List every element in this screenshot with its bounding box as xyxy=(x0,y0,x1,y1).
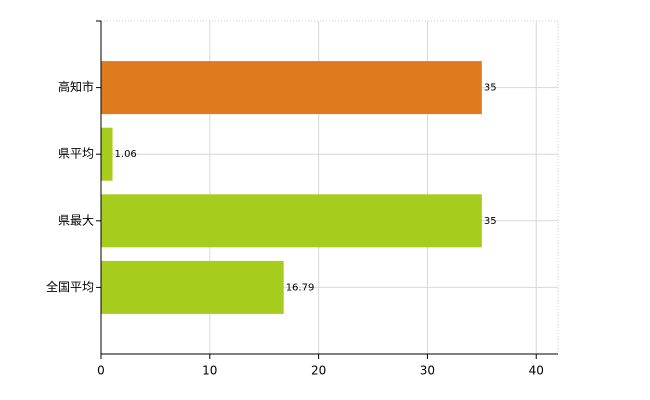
y-tick-label: 高知市 xyxy=(58,79,94,94)
x-tick-label: 40 xyxy=(529,364,544,378)
x-tick-label: 0 xyxy=(97,364,105,378)
y-tick-label: 全国平均 xyxy=(46,279,94,294)
bar xyxy=(101,194,482,248)
bar xyxy=(101,61,482,115)
y-tick-label: 県平均 xyxy=(58,147,94,161)
value-label: 16.79 xyxy=(286,282,315,293)
x-tick-label: 20 xyxy=(311,364,326,378)
x-tick-label: 30 xyxy=(420,364,435,378)
bar xyxy=(101,127,113,181)
value-label: 35 xyxy=(484,83,497,94)
value-label: 35 xyxy=(484,216,497,227)
y-tick-label: 県最大 xyxy=(58,213,94,227)
bar xyxy=(101,260,284,314)
x-tick-label: 10 xyxy=(202,364,217,378)
value-label: 1.06 xyxy=(115,149,137,160)
